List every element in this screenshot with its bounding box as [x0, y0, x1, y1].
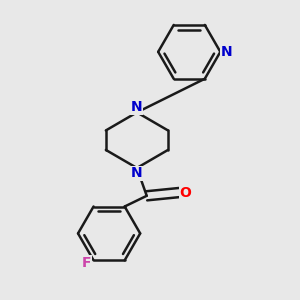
Text: O: O	[179, 185, 191, 200]
Text: N: N	[131, 100, 143, 114]
Text: F: F	[82, 256, 91, 270]
Text: N: N	[131, 166, 143, 180]
Text: N: N	[220, 45, 232, 59]
